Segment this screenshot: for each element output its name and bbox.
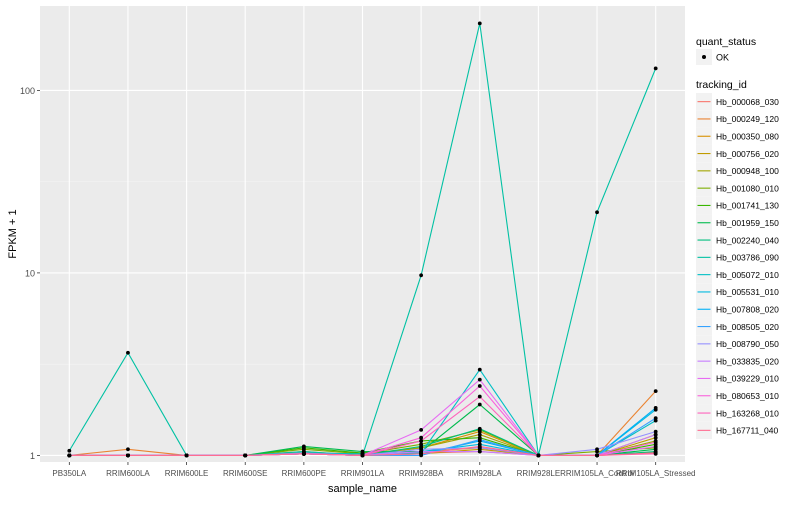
legend-item-label: Hb_005531_010 <box>716 287 779 297</box>
data-point-Hb_008790_050 <box>653 429 658 434</box>
data-point-Hb_003786_090 <box>477 21 482 26</box>
x-tick-label: RRIM105LA_Control <box>560 469 634 478</box>
legend-point-title: quant_status <box>696 36 756 48</box>
x-tick-label: RRIM928LE <box>517 469 561 478</box>
data-point-Hb_003786_090 <box>67 448 72 453</box>
data-point-Hb_163268_010 <box>419 439 424 443</box>
data-point-Hb_167711_040 <box>243 453 248 458</box>
data-point-Hb_080653_010 <box>477 384 482 388</box>
data-point-Hb_167711_040 <box>184 453 189 458</box>
data-point-Hb_167711_040 <box>67 453 72 458</box>
y-tick-label: 1 <box>30 451 35 461</box>
data-point-Hb_039229_010 <box>477 377 482 382</box>
data-point-Hb_008790_050 <box>595 447 599 452</box>
y-axis: 1 10 100 <box>20 86 40 461</box>
legend-point-key <box>702 55 706 59</box>
data-point-Hb_000948_100 <box>477 432 482 437</box>
legend-item-label: Hb_007808_020 <box>716 304 779 314</box>
legend-point-label: OK <box>716 53 729 63</box>
legend-item-label: Hb_000948_100 <box>716 166 779 176</box>
data-point-Hb_007808_020 <box>653 406 658 410</box>
legend-item-label: Hb_001959_150 <box>716 218 779 228</box>
data-point-Hb_008505_020 <box>653 416 658 421</box>
data-point-Hb_002240_040 <box>419 444 424 449</box>
legend-item-label: Hb_080653_010 <box>716 391 779 401</box>
legend-item-label: Hb_167711_040 <box>716 426 779 436</box>
legend-item-label: Hb_001741_130 <box>716 201 779 211</box>
data-point-Hb_000756_020 <box>653 435 658 440</box>
legend-item-label: Hb_002240_040 <box>716 235 779 245</box>
data-point-Hb_080653_010 <box>419 435 424 440</box>
x-tick-label: PB350LA <box>52 469 86 478</box>
data-point-Hb_039229_010 <box>419 427 424 432</box>
data-point-Hb_002240_040 <box>477 426 482 431</box>
data-point-Hb_033835_020 <box>653 432 658 437</box>
legend-item-label: Hb_000249_120 <box>716 114 779 124</box>
legend: quant_status OK tracking_id Hb_000068_03… <box>696 36 779 439</box>
data-point-Hb_163268_010 <box>477 394 482 399</box>
legend-item-label: Hb_001080_010 <box>716 183 779 193</box>
legend-item-label: Hb_008790_050 <box>716 339 779 349</box>
data-point-Hb_000249_120 <box>126 447 130 452</box>
data-point-Hb_167711_040 <box>419 451 424 456</box>
data-point-Hb_080653_010 <box>653 440 658 445</box>
data-point-Hb_167711_040 <box>536 453 541 458</box>
data-point-Hb_167711_040 <box>126 453 130 458</box>
legend-items: Hb_000068_030 Hb_000249_120 Hb_000350_080 H… <box>696 93 779 439</box>
x-tick-label: RRIM600LA <box>106 469 150 478</box>
legend-item-label: Hb_000756_020 <box>716 149 779 159</box>
data-point-Hb_167711_040 <box>595 453 599 458</box>
x-tick-label: RRIM600LE <box>165 469 209 478</box>
x-tick-label: RRIM600PE <box>282 469 326 478</box>
data-point-Hb_033835_020 <box>477 449 482 454</box>
data-point-Hb_003786_090 <box>126 350 130 355</box>
data-point-Hb_003786_090 <box>653 66 658 71</box>
legend-item-label: Hb_003786_090 <box>716 253 779 263</box>
x-tick-label: RRIM928BA <box>399 469 444 478</box>
data-point-Hb_167711_040 <box>477 444 482 449</box>
legend-item-label: Hb_039229_010 <box>716 374 779 384</box>
legend-item-label: Hb_008505_020 <box>716 322 779 332</box>
y-axis-label: FPKM + 1 <box>7 209 19 258</box>
data-point-Hb_001959_150 <box>477 402 482 407</box>
x-tick-label: RRIM600SE <box>223 469 267 478</box>
legend-item-label: Hb_000350_080 <box>716 131 779 141</box>
data-point-Hb_167711_040 <box>360 453 365 458</box>
data-point-Hb_003786_090 <box>419 273 424 278</box>
legend-line-title: tracking_id <box>696 79 747 91</box>
data-point-Hb_005072_010 <box>477 367 482 372</box>
y-tick-label: 100 <box>20 86 35 96</box>
data-point-Hb_167711_040 <box>653 451 658 455</box>
data-point-Hb_001959_150 <box>301 444 306 449</box>
data-point-Hb_008505_020 <box>477 437 482 442</box>
legend-item-label: Hb_163268_010 <box>716 408 779 418</box>
x-tick-label: RRIM105LA_Stressed <box>616 469 696 478</box>
data-point-Hb_039229_010 <box>653 444 658 449</box>
legend-item-label: Hb_033835_020 <box>716 356 779 366</box>
legend-item-label: Hb_000068_030 <box>716 97 779 107</box>
data-point-Hb_167711_040 <box>301 451 306 456</box>
data-point-Hb_000249_120 <box>653 389 658 394</box>
legend-item-label: Hb_005072_010 <box>716 270 779 280</box>
y-tick-label: 10 <box>25 268 35 278</box>
x-tick-label: RRIM928LA <box>458 469 502 478</box>
x-axis: PB350LA RRIM600LA RRIM600LE RRIM600SE RRIM60… <box>52 462 695 478</box>
data-point-Hb_003786_090 <box>595 210 599 215</box>
x-tick-label: RRIM901LA <box>341 469 385 478</box>
x-axis-label: sample_name <box>328 483 397 495</box>
data-points <box>67 21 658 458</box>
